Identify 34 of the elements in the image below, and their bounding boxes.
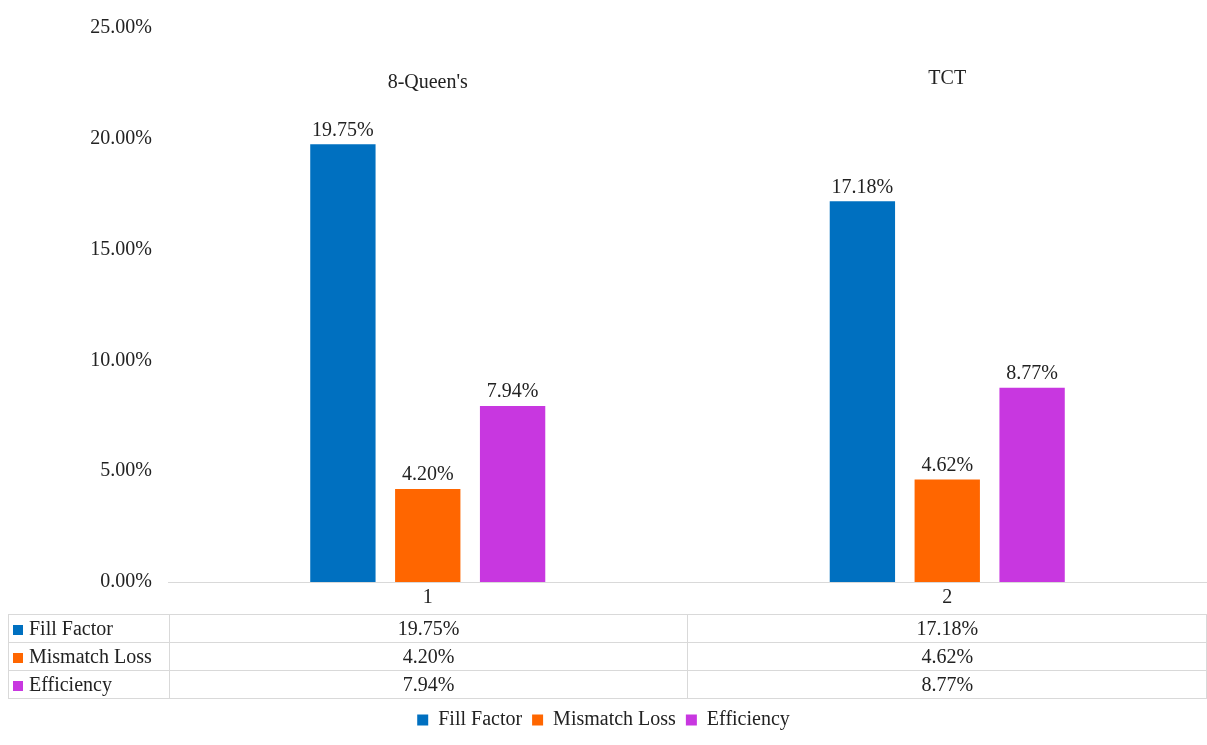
legend-label: Fill Factor [438,707,523,730]
text: 4.20% [401,462,454,485]
annotation: TCT [928,66,967,89]
text: Mismatch Loss [29,645,152,667]
y-tick-label: 5.00% [100,458,152,481]
bar [829,201,896,582]
text: Fill Factor [29,617,113,639]
text: Efficiency [29,673,112,695]
y-tick-label: 25.00% [90,15,152,38]
y-tick-label: 20.00% [90,126,152,149]
data-label: 17.18% [687,614,1207,643]
bar [999,387,1065,582]
data-label: 4.62% [687,642,1207,671]
text: 7.94% [486,379,539,402]
y-tick-label: 0.00% [100,569,152,592]
bar [310,144,376,582]
legend-label: Efficiency [706,707,790,731]
x-tick-label: 1 [422,585,433,608]
y-tick-label: 10.00% [90,347,152,370]
bar [914,479,980,582]
data-label: 4.20% [169,642,688,671]
text: 17.18% [831,174,894,197]
annotation: 8-Queen's [387,70,469,93]
data-label: 8.77% [687,670,1207,699]
data-label: 19.75% [169,614,688,643]
text: 19.75% [312,117,374,140]
bar [395,488,461,582]
y-tick-label: 15.00% [90,236,152,259]
text: 8.77% [1006,360,1058,383]
legend-label: Mismatch Loss [553,707,677,730]
data-label: 7.94% [169,670,688,699]
x-tick-label: 2 [942,585,953,608]
bar [479,406,546,582]
text: 4.62% [921,452,974,475]
